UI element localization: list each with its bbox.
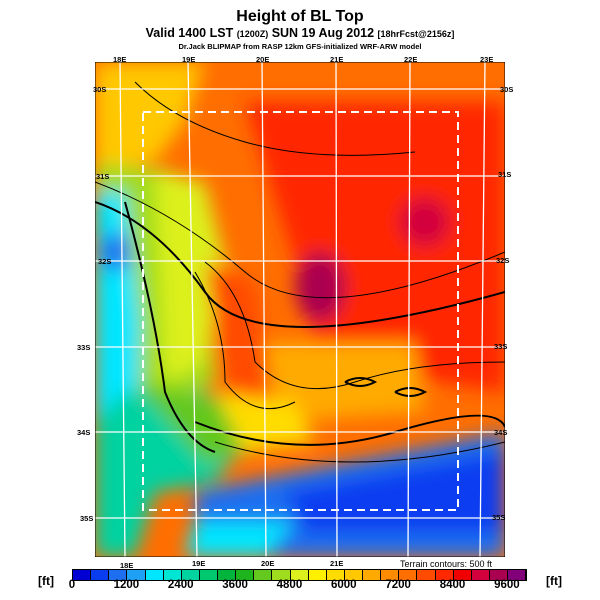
unit-right: [ft] bbox=[546, 574, 562, 588]
colorbar-swatch bbox=[363, 570, 382, 580]
valid-label: Valid 1400 LST bbox=[145, 26, 234, 40]
colorbar-tick-label: 1200 bbox=[113, 579, 140, 591]
lat-label: 31S bbox=[96, 172, 110, 181]
colorbar-swatch bbox=[344, 570, 363, 580]
colorbar-tick-label: 6000 bbox=[331, 579, 357, 591]
colorbar-swatch bbox=[417, 570, 436, 580]
colorbar-tick-label: 9600 bbox=[494, 579, 520, 591]
graticule bbox=[95, 62, 505, 557]
colorbar-swatch bbox=[308, 570, 327, 580]
colorbar-swatch bbox=[254, 570, 273, 580]
colorbar-swatch bbox=[218, 570, 237, 580]
lon-label: 20E bbox=[256, 55, 270, 64]
lon-label: 20E bbox=[261, 559, 275, 568]
forecast-info: [18hrFcst@2156z] bbox=[377, 29, 455, 39]
model-credit: Dr.Jack BLIPMAP from RASP 12km GFS-initi… bbox=[178, 42, 422, 51]
lat-label: 31S bbox=[498, 170, 512, 179]
inner-domain-box bbox=[142, 111, 459, 511]
colorbar-tick-label: 2400 bbox=[167, 579, 194, 591]
lat-label: 34S bbox=[494, 428, 508, 437]
lon-label: 23E bbox=[480, 55, 494, 64]
lon-label: 18E bbox=[113, 55, 127, 64]
lat-label: 32S bbox=[98, 257, 112, 266]
colorbar-swatch bbox=[109, 570, 128, 580]
colorbar-swatch bbox=[489, 570, 508, 580]
colorbar-swatch bbox=[236, 570, 255, 580]
lat-label: 35S bbox=[492, 513, 506, 522]
colorbar-swatch bbox=[453, 570, 472, 580]
lon-label: 21E bbox=[330, 55, 344, 64]
colorbar-swatch bbox=[73, 570, 92, 580]
unit-left: [ft] bbox=[38, 574, 54, 588]
colorbar-swatch bbox=[381, 570, 400, 580]
colorbar-tick-label: 4800 bbox=[276, 579, 303, 591]
colorbar-swatch bbox=[127, 570, 146, 580]
colorbar-swatch bbox=[508, 570, 527, 580]
lat-label: 35S bbox=[80, 514, 94, 523]
lon-label: 19E bbox=[182, 55, 196, 64]
lat-label: 32S bbox=[496, 256, 510, 265]
lat-label: 30S bbox=[500, 85, 514, 94]
lon-label: 22E bbox=[404, 55, 418, 64]
colorbar-swatch bbox=[145, 570, 164, 580]
lat-label: 33S bbox=[494, 342, 508, 351]
lon-label: 18E bbox=[120, 561, 134, 570]
colorbar-tick-label: 0 bbox=[68, 579, 76, 591]
colorbar-swatch bbox=[163, 570, 182, 580]
valid-time: Valid 1400 LST (1200Z) SUN 19 Aug 2012 [… bbox=[0, 26, 600, 40]
valid-zulu: (1200Z) bbox=[236, 29, 269, 39]
colorbar-swatch bbox=[326, 570, 345, 580]
colorbar-tick-label: 8400 bbox=[439, 579, 466, 591]
lat-label: 34S bbox=[77, 428, 91, 437]
bl-top-map bbox=[95, 62, 505, 557]
valid-date: SUN 19 Aug 2012 bbox=[271, 26, 375, 40]
colorbar-swatch bbox=[272, 570, 291, 580]
lon-label: 19E bbox=[192, 559, 206, 568]
lat-label: 30S bbox=[93, 85, 107, 94]
colorbar-swatch bbox=[91, 570, 110, 580]
colorbar bbox=[72, 569, 527, 581]
lon-label: 21E bbox=[330, 559, 344, 568]
lat-label: 33S bbox=[77, 343, 91, 352]
chart-title: Height of BL Top bbox=[236, 8, 364, 25]
colorbar-tick-label: 3600 bbox=[222, 579, 248, 591]
colorbar-swatch bbox=[471, 570, 490, 580]
terrain-contour-note: Terrain contours: 500 ft bbox=[400, 559, 493, 569]
colorbar-swatch bbox=[399, 570, 418, 580]
colorbar-swatch bbox=[435, 570, 454, 580]
colorbar-tick-label: 7200 bbox=[385, 579, 411, 591]
colorbar-swatch bbox=[199, 570, 218, 580]
colorbar-swatch bbox=[181, 570, 200, 580]
colorbar-swatch bbox=[290, 570, 309, 580]
